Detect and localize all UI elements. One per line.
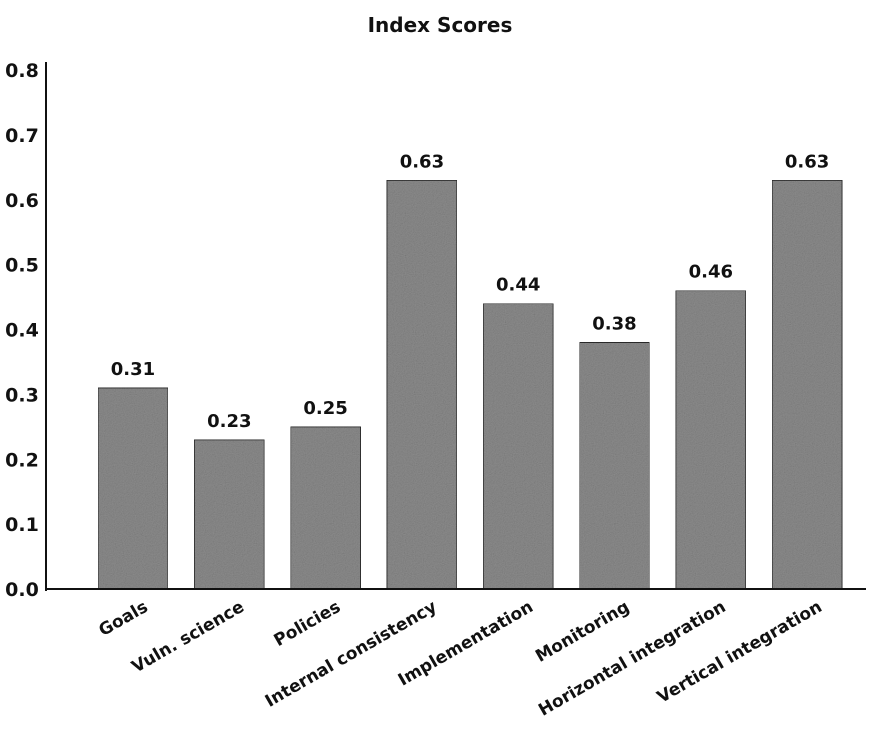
category-label: Goals: [96, 597, 152, 641]
bar: [290, 426, 362, 590]
category-label: Vertical integration: [654, 597, 826, 708]
category-label: Policies: [271, 597, 345, 651]
y-tick-label: 0.1: [5, 514, 39, 536]
bars-group: [97, 179, 843, 590]
y-tick-label: 0.6: [5, 190, 39, 212]
y-tick-label: 0.2: [5, 449, 39, 471]
bar: [386, 179, 458, 590]
y-tick-label: 0.5: [5, 255, 39, 277]
category-label: Internal consistency: [262, 597, 441, 712]
y-tick-label: 0.8: [5, 60, 39, 82]
bar: [675, 290, 747, 590]
bar: [97, 387, 169, 590]
bar-value-label: 0.38: [592, 313, 636, 334]
y-tick-label: 0.3: [5, 384, 39, 406]
y-axis-ticks: 0.0 0.1 0.2 0.3 0.4 0.5 0.6 0.7 0.8: [5, 60, 39, 601]
bar-value-label: 0.44: [496, 275, 540, 296]
bar-value-label: 0.31: [111, 359, 155, 380]
bar-value-label: 0.46: [689, 262, 733, 283]
bar-value-label: 0.23: [207, 411, 251, 432]
bar-value-label: 0.63: [785, 151, 829, 172]
bar-value-label: 0.25: [303, 398, 347, 419]
bar-value-label: 0.63: [400, 151, 444, 172]
bar: [771, 179, 843, 590]
bar: [579, 341, 650, 590]
y-tick-label: 0.7: [5, 125, 39, 147]
chart-title: Index Scores: [368, 13, 513, 37]
bar: [482, 303, 554, 590]
value-labels-group: 0.31 0.23 0.25 0.63 0.44 0.38 0.46 0.63: [111, 151, 830, 432]
y-tick-label: 0.0: [5, 579, 39, 601]
category-label: Horizontal integration: [535, 597, 729, 721]
y-tick-label: 0.4: [5, 320, 39, 342]
bar: [193, 439, 265, 590]
